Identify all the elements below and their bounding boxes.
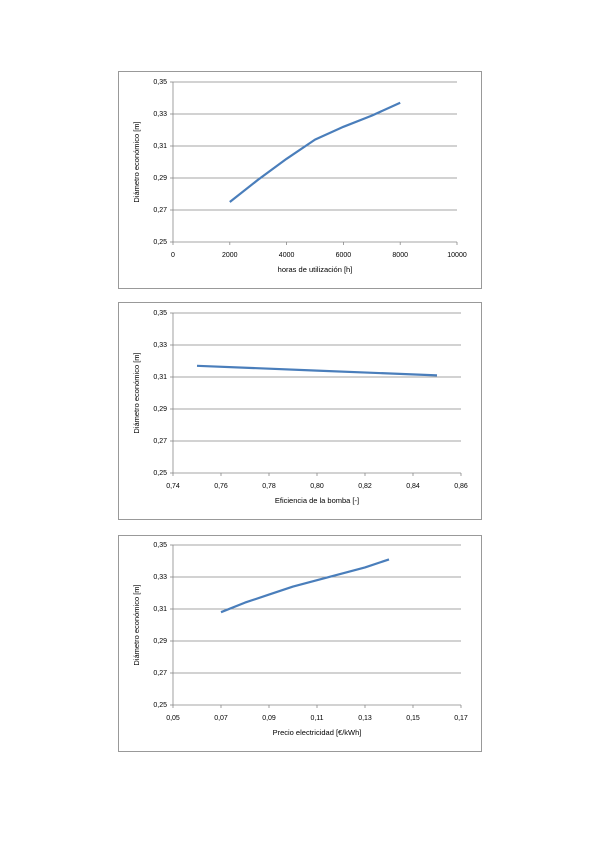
x-axis-title: Eficiencia de la bomba [-] [275, 496, 359, 505]
x-tick-label: 0,05 [166, 715, 180, 722]
y-tick-label: 0,27 [153, 670, 167, 677]
y-tick-label: 0,33 [153, 342, 167, 349]
y-tick-label: 0,35 [153, 79, 167, 86]
x-tick-label: 0,76 [214, 483, 228, 490]
x-tick-label: 6000 [336, 252, 352, 259]
chart-frame [118, 535, 482, 752]
x-tick-label: 0,78 [262, 483, 276, 490]
chart-frame [118, 302, 482, 520]
y-axis-title: Diámetro económico [m] [132, 121, 141, 202]
y-tick-label: 0,29 [153, 638, 167, 645]
y-tick-label: 0,25 [153, 239, 167, 246]
x-tick-label: 8000 [392, 252, 408, 259]
x-tick-label: 10000 [447, 252, 467, 259]
x-tick-label: 0,86 [454, 483, 468, 490]
x-tick-label: 0,80 [310, 483, 324, 490]
data-line [220, 558, 390, 614]
x-tick-label: 2000 [222, 252, 238, 259]
x-tick-label: 0,74 [166, 483, 180, 490]
y-tick-label: 0,31 [153, 143, 167, 150]
y-tick-label: 0,35 [153, 310, 167, 317]
y-tick-label: 0,31 [153, 606, 167, 613]
x-axis-title: Precio electricidad [€/kWh] [273, 728, 362, 737]
x-tick-label: 0,07 [214, 715, 228, 722]
x-tick-label: 0,82 [358, 483, 372, 490]
x-tick-label: 4000 [279, 252, 295, 259]
x-tick-label: 0 [171, 252, 175, 259]
x-tick-label: 0,11 [310, 715, 323, 722]
y-tick-label: 0,29 [153, 175, 167, 182]
y-tick-label: 0,27 [153, 207, 167, 214]
data-line [196, 364, 438, 377]
y-tick-label: 0,25 [153, 702, 167, 709]
y-tick-label: 0,33 [153, 111, 167, 118]
x-axis-title: horas de utilización [h] [278, 265, 353, 274]
x-tick-label: 0,13 [358, 715, 372, 722]
y-tick-label: 0,31 [153, 374, 167, 381]
y-tick-label: 0,33 [153, 574, 167, 581]
y-tick-label: 0,27 [153, 438, 167, 445]
y-axis-title: Diámetro económico [m] [132, 584, 141, 665]
x-tick-label: 0,84 [406, 483, 420, 490]
x-tick-label: 0,17 [454, 715, 468, 722]
data-line [229, 101, 401, 203]
y-tick-label: 0,29 [153, 406, 167, 413]
y-tick-label: 0,25 [153, 470, 167, 477]
x-tick-label: 0,15 [406, 715, 420, 722]
y-tick-label: 0,35 [153, 542, 167, 549]
y-axis-title: Diámetro económico [m] [132, 352, 141, 433]
chart-frame [118, 71, 482, 289]
x-tick-label: 0,09 [262, 715, 276, 722]
